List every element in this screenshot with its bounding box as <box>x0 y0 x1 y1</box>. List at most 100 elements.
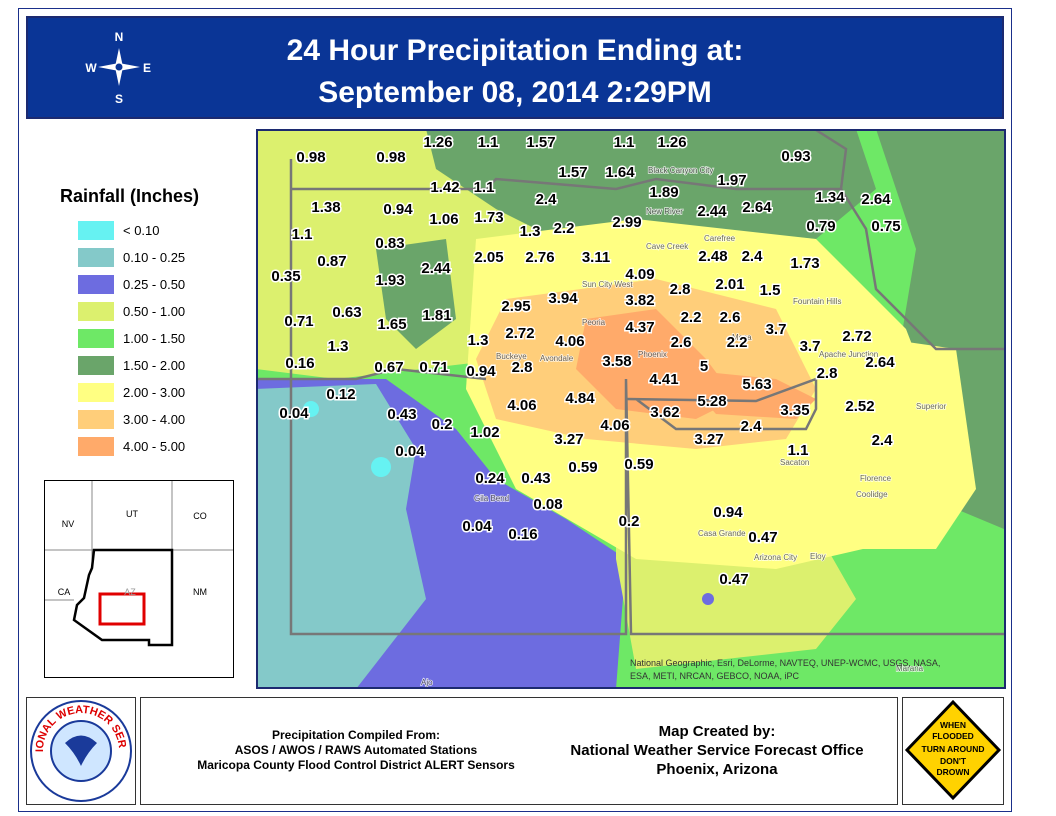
rainfall-label: 1.42 <box>430 179 459 196</box>
rainfall-label: 0.71 <box>284 313 313 330</box>
sign-text: DON'T <box>940 756 967 766</box>
rainfall-label: 2.44 <box>421 260 451 277</box>
place-name: Ajo <box>421 678 433 687</box>
rainfall-label: 2.72 <box>842 328 871 345</box>
rainfall-label: 0.98 <box>376 149 405 166</box>
rainfall-label: 5 <box>700 358 708 375</box>
place-name: Black Canyon City <box>648 166 713 175</box>
compass-s: S <box>115 92 123 106</box>
rainfall-label: 0.08 <box>533 496 562 513</box>
rainfall-label: 4.06 <box>507 397 536 414</box>
place-name: Carefree <box>704 234 736 243</box>
credit-line: Map Created by: <box>658 723 776 740</box>
rainfall-label: 1.57 <box>558 164 587 181</box>
rainfall-label: 1.06 <box>429 211 458 228</box>
rainfall-label: 3.58 <box>602 353 631 370</box>
place-name: Arizona City <box>754 553 797 562</box>
rainfall-label: 1.26 <box>423 134 452 151</box>
rainfall-label: 1.64 <box>605 164 635 181</box>
inset-state: NV <box>62 519 75 529</box>
title-line: September 08, 2014 2:29PM <box>318 76 712 109</box>
rain-region <box>702 593 714 605</box>
place-name: Superior <box>916 402 947 411</box>
rainfall-label: 1.73 <box>790 255 819 272</box>
place-name: Gila Bend <box>474 494 509 503</box>
rainfall-label: 2.2 <box>554 220 575 237</box>
legend-swatch <box>78 329 114 348</box>
rainfall-label: 0.98 <box>296 149 325 166</box>
place-name: Cave Creek <box>646 242 689 251</box>
inset-state: CA <box>58 587 71 597</box>
rainfall-label: 4.09 <box>625 266 654 283</box>
rainfall-label: 2.01 <box>715 276 744 293</box>
rainfall-label: 0.04 <box>462 518 492 535</box>
legend-swatch <box>78 383 114 402</box>
legend-swatch <box>78 410 114 429</box>
rainfall-label: 3.27 <box>694 431 723 448</box>
rainfall-label: 0.67 <box>374 359 403 376</box>
rainfall-label: 1.5 <box>760 282 781 299</box>
rainfall-label: 2.72 <box>505 325 534 342</box>
rainfall-label: 1.1 <box>788 442 809 459</box>
rainfall-label: 4.41 <box>649 371 678 388</box>
legend-label: 2.00 - 3.00 <box>123 385 186 400</box>
rainfall-label: 2.2 <box>727 334 748 351</box>
rainfall-label: 1.1 <box>614 134 635 151</box>
sign-box: WHEN FLOODED TURN AROUND DON'T DROWN <box>902 697 1004 805</box>
place-name: Apache Junction <box>819 350 878 359</box>
place-name: Coolidge <box>856 490 888 499</box>
map: Black Canyon City New River Cave Creek Care… <box>256 129 1006 689</box>
rainfall-label: 2.8 <box>512 359 533 376</box>
rainfall-label: 1.89 <box>649 184 678 201</box>
rainfall-label: 2.95 <box>501 298 530 315</box>
rainfall-label: 0.2 <box>619 513 640 530</box>
rainfall-label: 1.3 <box>468 332 489 349</box>
rainfall-label: 2.64 <box>861 191 891 208</box>
place-name: Fountain Hills <box>793 297 841 306</box>
rainfall-label: 2.64 <box>865 354 895 371</box>
frame <box>18 8 1012 812</box>
credit-line: National Weather Service Forecast Office <box>570 742 864 759</box>
rainfall-label: 2.4 <box>536 191 558 208</box>
attribution: National Geographic, Esri, DeLorme, NAVT… <box>630 658 940 668</box>
rain-region <box>676 369 816 419</box>
legend-label: 0.50 - 1.00 <box>123 304 186 319</box>
rainfall-label: 1.1 <box>292 226 313 243</box>
compiled-from: Precipitation Compiled From: ASOS / AWOS… <box>181 728 531 773</box>
rainfall-label: 3.62 <box>650 404 679 421</box>
rainfall-label: 1.57 <box>526 134 555 151</box>
rainfall-label: 0.35 <box>271 268 300 285</box>
rainfall-label: 2.52 <box>845 398 874 415</box>
rain-region <box>371 457 391 477</box>
rainfall-label: 1.93 <box>375 272 404 289</box>
rainfall-label: 0.2 <box>432 416 453 433</box>
rainfall-label: 0.71 <box>419 359 448 376</box>
compass-n: N <box>115 30 124 44</box>
rainfall-label: 0.83 <box>375 235 404 252</box>
legend-swatch <box>78 437 114 456</box>
place-name: Eloy <box>810 552 826 561</box>
rainfall-label: 3.94 <box>548 290 578 307</box>
rainfall-label: 0.12 <box>326 386 355 403</box>
flood-sign: WHEN FLOODED TURN AROUND DON'T DROWN <box>904 699 1002 801</box>
rainfall-label: 0.94 <box>383 201 413 218</box>
legend-title: Rainfall (Inches) <box>60 186 200 206</box>
sign-text: TURN AROUND <box>922 744 985 754</box>
rainfall-label: 0.59 <box>624 456 653 473</box>
compass: N S E W <box>85 30 151 106</box>
rainfall-label: 0.16 <box>508 526 537 543</box>
legend-label: 3.00 - 4.00 <box>123 412 186 427</box>
rainfall-label: 1.73 <box>474 209 503 226</box>
attribution: ESA, METI, NRCAN, GEBCO, NOAA, iPC <box>630 671 800 681</box>
rain-region <box>816 329 976 549</box>
compass-w: W <box>85 61 97 75</box>
credit-line: Precipitation Compiled From: <box>271 728 440 742</box>
rainfall-label: 3.7 <box>800 338 821 355</box>
rainfall-label: 0.16 <box>285 355 314 372</box>
legend-swatch <box>78 356 114 375</box>
legend-label: 1.00 - 1.50 <box>123 331 186 346</box>
rainfall-label: 1.02 <box>470 424 499 441</box>
logo-box: NATIONAL WEATHER SERVICE <box>23 689 136 805</box>
legend-swatch <box>78 221 114 240</box>
